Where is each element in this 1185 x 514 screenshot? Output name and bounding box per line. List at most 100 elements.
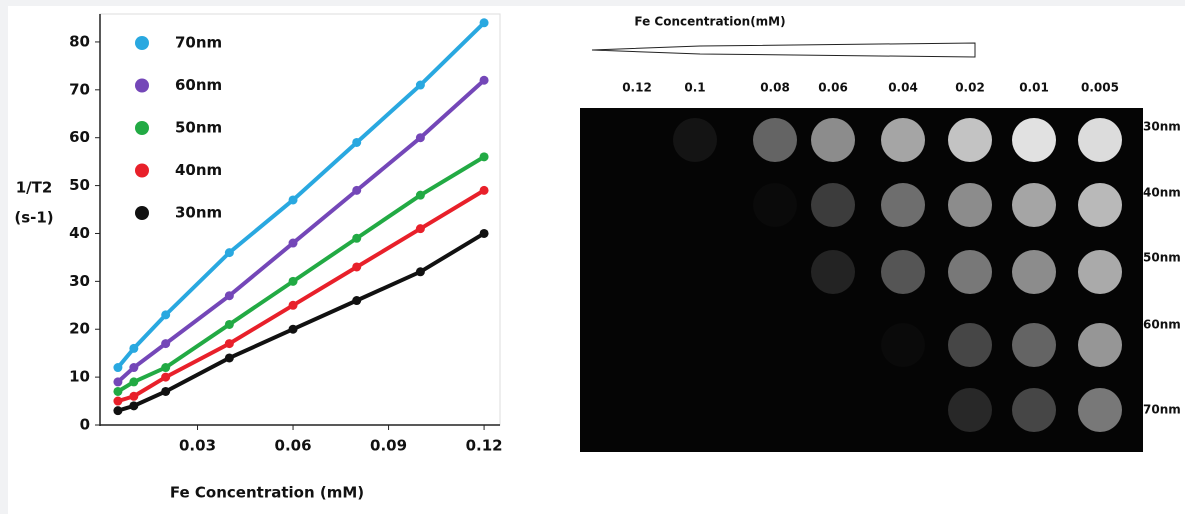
row-label: 60nm [1143,318,1181,332]
well [811,118,855,162]
point [161,372,171,382]
well [948,323,992,367]
well [753,118,797,162]
well [948,388,992,432]
point [224,353,234,363]
y-tick-label: 70 [69,80,90,98]
well [1078,183,1122,227]
point [224,291,234,301]
row-label: 50nm [1143,251,1181,265]
y-axis-label: 1/T2 [16,179,53,197]
point [161,310,171,320]
fit-line [116,21,486,369]
legend-label: 70nm [175,34,222,52]
x-tick-label: 0.12 [466,437,503,455]
phantom-title: Fe Concentration(mM) [634,15,785,29]
legend-label: 40nm [175,161,222,179]
point [479,185,489,195]
y-tick-label: 30 [69,272,90,290]
well [1078,323,1122,367]
well [948,118,992,162]
point [224,248,234,258]
well [881,323,925,367]
legend-marker [135,206,149,220]
phantom-image [580,108,1143,452]
well [1012,323,1056,367]
point [224,319,234,329]
well [1078,250,1122,294]
y-tick-label: 80 [69,32,90,50]
point [113,363,123,373]
arrow [591,42,976,58]
legend-marker [135,78,149,93]
well [948,183,992,227]
point [288,195,298,205]
column-label: 0.04 [888,81,918,95]
point [129,401,139,411]
well [1012,250,1056,294]
point [224,339,234,349]
column-label: 0.01 [1019,81,1049,95]
point [113,386,123,396]
point [415,133,425,143]
point [161,363,171,373]
well [948,250,992,294]
point [288,324,298,334]
fit-line [117,231,486,413]
column-label: 0.12 [622,81,652,95]
x-tick-label: 0.03 [179,437,216,455]
well [673,118,717,162]
fit-line [116,155,486,394]
point [415,190,425,200]
y-axis-label: (s-1) [14,209,53,227]
row-label: 70nm [1143,403,1181,417]
fit-line [116,78,486,384]
point [129,391,139,401]
column-label: 0.1 [684,81,705,95]
well [1012,388,1056,432]
point [288,238,298,248]
point [352,262,362,272]
point [288,300,298,310]
point [129,377,139,387]
fit-line [117,188,486,403]
column-label: 0.02 [955,81,985,95]
row-label: 40nm [1143,186,1181,200]
well [753,183,797,227]
well [811,250,855,294]
point [129,343,139,353]
point [352,185,362,195]
well [1078,118,1122,162]
y-tick-label: 50 [69,176,90,194]
y-tick-label: 20 [69,320,90,338]
well [881,118,925,162]
point [161,339,171,349]
y-tick-label: 0 [80,416,90,434]
legend-marker [135,36,149,50]
x-tick-label: 0.09 [370,437,407,455]
point [479,228,489,238]
column-label: 0.08 [760,81,790,95]
well [811,183,855,227]
well [1012,118,1056,162]
point [479,75,489,85]
point [352,233,362,243]
point [415,267,425,277]
point [161,386,171,396]
column-label: 0.005 [1081,81,1119,95]
well [881,183,925,227]
point [288,276,298,286]
x-tick-label: 0.06 [275,437,312,455]
column-label: 0.06 [818,81,848,95]
well [1012,183,1056,227]
point [352,296,362,306]
legend-marker [135,121,149,135]
y-tick-label: 40 [69,224,90,242]
y-tick-label: 10 [69,368,90,386]
legend-label: 30nm [175,204,222,222]
legend-marker [135,163,149,178]
point [113,396,123,406]
x-axis-label: Fe Concentration (mM) [170,484,364,502]
point [113,406,123,416]
